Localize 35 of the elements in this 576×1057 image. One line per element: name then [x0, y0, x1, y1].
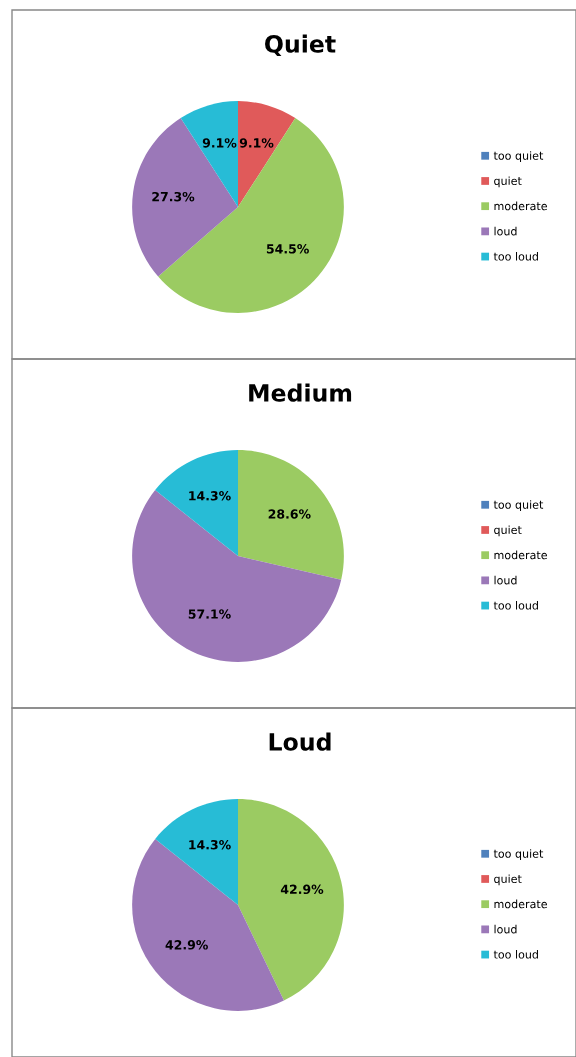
data-label: 28.6%	[268, 509, 311, 519]
pie-slice	[238, 450, 344, 580]
legend-label: quiet	[494, 874, 522, 886]
legend-label: too quiet	[493, 500, 544, 511]
legend-label: loud	[494, 226, 517, 236]
legend-label: loud	[494, 924, 517, 934]
data-label: 14.3%	[189, 491, 231, 501]
data-label: 9.1%	[239, 138, 274, 148]
legend-label: moderate	[494, 899, 547, 909]
data-label: 14.3%	[189, 840, 231, 850]
legend-label: too quiet	[493, 151, 544, 162]
legend-label: quiet	[494, 525, 522, 537]
legend-label: too quiet	[493, 849, 544, 860]
data-label: 42.9%	[165, 940, 208, 950]
data-label: 57.1%	[188, 609, 231, 619]
legend-label: moderate	[494, 201, 547, 211]
pie-slice	[132, 117, 238, 277]
pie-slice	[155, 450, 238, 556]
chart-title: Loud	[269, 732, 331, 751]
data-label: 9.1%	[202, 138, 237, 148]
legend-label: too loud	[493, 601, 538, 610]
pie-slice	[155, 799, 238, 905]
chart-title: Medium	[249, 383, 352, 402]
data-label: 54.5%	[266, 244, 309, 254]
data-label: 27.3%	[152, 191, 195, 202]
chart-title: Quiet	[265, 34, 336, 56]
legend-label: too loud	[493, 252, 538, 261]
pie-slice	[238, 799, 344, 1001]
legend-label: loud	[494, 575, 517, 585]
pie-slice	[132, 490, 342, 662]
data-label: 42.9%	[280, 884, 324, 895]
pie-slice	[238, 101, 296, 207]
legend-label: too loud	[493, 950, 538, 959]
legend-label: moderate	[494, 550, 547, 560]
legend-label: quiet	[494, 176, 522, 188]
